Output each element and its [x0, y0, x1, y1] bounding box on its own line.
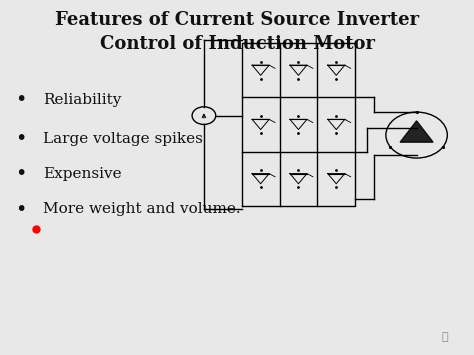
Text: •: • [15, 164, 26, 184]
Text: Reliability: Reliability [43, 93, 122, 107]
Text: Large voltage spikes: Large voltage spikes [43, 132, 203, 146]
Text: •: • [15, 200, 26, 219]
Text: More weight and volume.: More weight and volume. [43, 202, 241, 216]
Text: 🔈: 🔈 [442, 332, 448, 342]
Text: Features of Current Source Inverter
Control of Induction Motor: Features of Current Source Inverter Cont… [55, 11, 419, 53]
Text: Expensive: Expensive [43, 167, 122, 181]
Polygon shape [400, 121, 433, 142]
Text: •: • [15, 90, 26, 109]
Text: •: • [15, 129, 26, 148]
